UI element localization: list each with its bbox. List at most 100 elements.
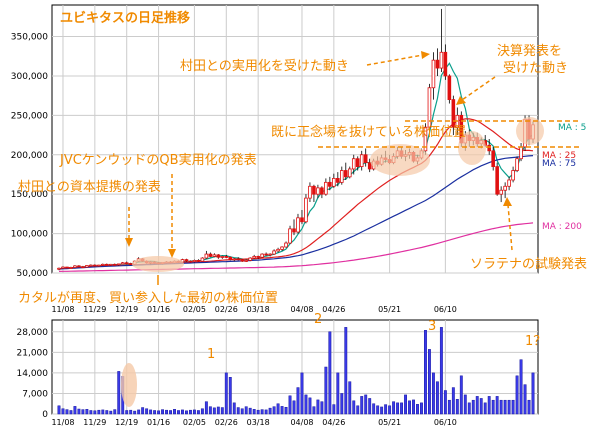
candle-body [288, 228, 292, 244]
candle-body [503, 185, 507, 191]
candle [515, 156, 519, 173]
candle [65, 266, 69, 269]
volume-bar [344, 327, 348, 415]
candle-body [276, 248, 280, 252]
candle [77, 265, 81, 268]
candle-body [511, 170, 515, 181]
volume-annotation-2: 3 [428, 319, 436, 334]
legend-label-1: MA : 25 [542, 151, 576, 161]
price-x-tick-label: 05/21 [378, 305, 401, 314]
candle-body [272, 250, 276, 255]
volume-bar [459, 375, 463, 415]
legend-label-3: MA : 200 [542, 222, 582, 232]
ma-line-3 [58, 222, 534, 272]
price-x-tick-label: 04/26 [322, 305, 345, 314]
candle [264, 252, 268, 256]
candle [81, 265, 85, 269]
volume-y-tick-label: 21,000 [17, 348, 49, 358]
candle-body [284, 242, 288, 248]
volume-bar [412, 399, 415, 415]
candle [124, 261, 129, 265]
volume-bar [519, 359, 523, 415]
arrow-line-murata [366, 54, 424, 66]
candle-body [431, 59, 436, 89]
volume-bar [392, 401, 396, 415]
annotation-layer [121, 51, 580, 407]
volume-bar [200, 408, 204, 415]
volume-bar [300, 372, 304, 415]
candle-body [124, 262, 129, 265]
volume-bar [81, 409, 85, 415]
price-x-tick-label: 12/19 [115, 305, 138, 314]
candle-body [308, 185, 312, 199]
volume-bar [252, 409, 256, 415]
candle-body [85, 265, 89, 268]
volume-x-tick-labels: 11/08 11/29 12/19 01/16 02/05 02/26 03/18 04/08… [51, 418, 456, 427]
price-y-tick-label: 300,000 [11, 72, 48, 82]
candle [495, 162, 499, 196]
volume-bar [431, 372, 435, 415]
candle [503, 182, 507, 199]
volume-bar [240, 408, 244, 415]
legend-label-2: MA : 75 [542, 159, 576, 169]
volume-x-tick-label: 02/26 [215, 418, 238, 427]
price-x-tick-label: 01/16 [147, 305, 170, 314]
volume-bar [109, 410, 113, 415]
volume-panel: 0 7,000 14,000 21,000 28,000 11/08 11/29 12/19… [17, 319, 539, 427]
volume-bar [487, 396, 491, 415]
candle-body [292, 228, 296, 233]
volume-bar [73, 406, 77, 415]
highlight-ellipse-early [132, 256, 184, 272]
volume-bar [228, 377, 232, 415]
candle [212, 253, 217, 258]
price-x-tick-label: 11/08 [51, 305, 74, 314]
candle [248, 257, 252, 262]
volume-bar [332, 404, 336, 415]
volume-bar [260, 409, 264, 415]
candle [300, 209, 304, 225]
candle-body [236, 258, 241, 261]
candle [312, 184, 316, 203]
candle-body [312, 185, 316, 195]
candle [439, 8, 444, 72]
volume-bar [451, 387, 455, 415]
volume-bar [503, 399, 507, 415]
volume-bar [439, 327, 443, 415]
highlight-ellipse-may [458, 131, 486, 165]
volume-bar [304, 394, 308, 415]
candle-body [256, 256, 260, 258]
candle [69, 266, 73, 270]
volume-x-tick-label: 11/29 [83, 418, 106, 427]
candle-body [212, 254, 217, 257]
candle [236, 257, 241, 261]
candle-body [184, 259, 189, 262]
volume-bar [396, 402, 400, 415]
candle-body [423, 126, 428, 152]
volume-bar [479, 398, 483, 415]
candle-body [324, 181, 328, 195]
candle [184, 258, 189, 262]
volume-bar [483, 402, 487, 415]
candle-body [507, 179, 511, 187]
candle-body [188, 260, 193, 263]
candle-body [316, 187, 320, 195]
volume-bar [133, 410, 137, 415]
candle-body [427, 87, 432, 128]
candle [208, 252, 213, 258]
annotation-text-6: カタルが再度、買い参入した最初の株価位置 [18, 290, 278, 306]
volume-bar [248, 407, 252, 415]
candle [351, 154, 356, 175]
candle [511, 166, 515, 183]
volume-x-tick-label: 12/19 [115, 418, 138, 427]
candle [320, 186, 324, 199]
volume-bar [507, 399, 511, 415]
volume-bar [280, 406, 284, 415]
volume-bar [256, 409, 260, 415]
volume-bar [400, 402, 404, 415]
highlight-ellipse-march [370, 144, 430, 176]
volume-annotation-0: 1 [207, 347, 215, 362]
volume-x-tick-label: 04/26 [322, 418, 345, 427]
volume-bar [352, 400, 356, 415]
candle [216, 254, 221, 259]
